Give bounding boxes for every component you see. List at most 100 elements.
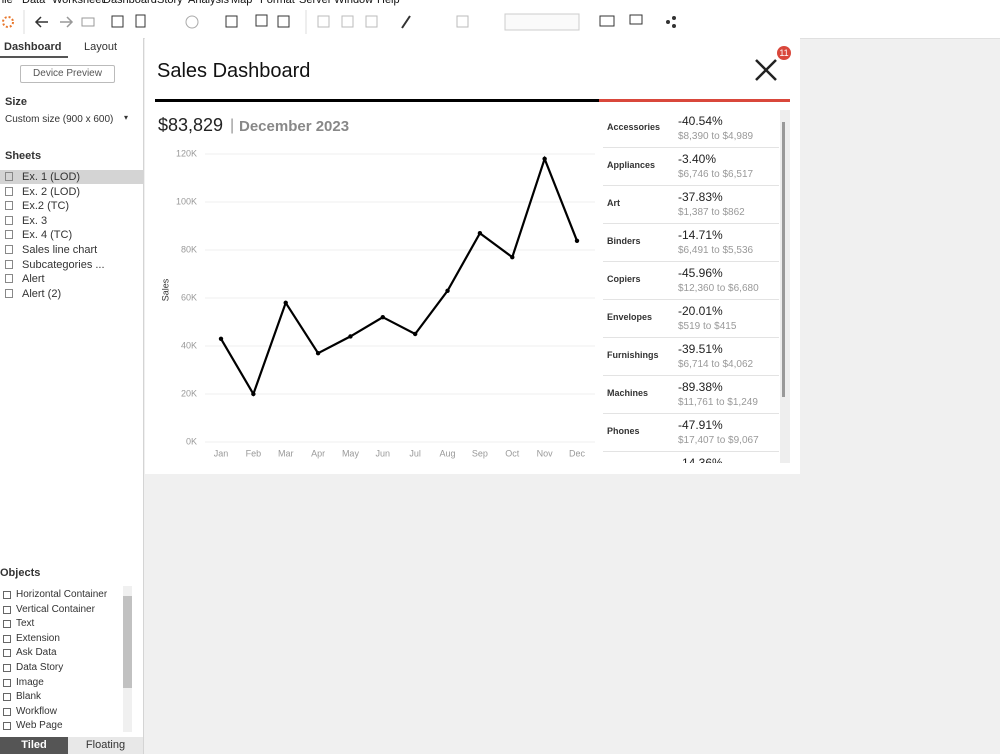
sheet-item[interactable]: Sales line chart [22,244,98,256]
object-item[interactable]: Horizontal Container [16,589,108,600]
category-name: Appliances [607,160,656,170]
device-preview-button[interactable]: Device Preview [20,65,115,83]
size-heading: Size [5,96,28,108]
y-tick-label: 120K [176,148,197,158]
sheet-icon [5,201,13,211]
size-select[interactable]: Custom size (900 x 600) [5,114,114,125]
sheet-item[interactable]: Ex. 3 [22,214,48,227]
sheet-item[interactable]: Ex. 1 (LOD) [22,171,81,183]
sheet-item[interactable]: Subcategories ... [22,258,105,271]
x-tick-label: Jan [214,448,229,458]
menu-item[interactable]: Worksheet [52,0,105,6]
objects-heading: Objects [0,567,41,579]
sheet-icon [5,186,13,196]
x-tick-label: Nov [537,448,554,458]
x-tick-label: Apr [311,448,325,458]
table-row: Binders -14.71% $6,491 to $5,536 [603,224,779,262]
menu-item[interactable]: Help [377,0,400,6]
point [315,351,321,356]
change-range: $6,746 to $6,517 [678,169,754,180]
menu-item[interactable]: Dashboard [103,0,157,6]
y-axis-title: Sales [160,278,170,301]
category-name: Phones [607,426,640,436]
object-item[interactable]: Ask Data [16,647,57,659]
table-row: Phones -47.91% $17,407 to $9,067 [603,414,779,452]
table-row: Appliances -3.40% $6,746 to $6,517 [603,148,779,186]
dashboard: Sales Dashboard 11 $83,829 | December 20… [145,38,800,474]
sheet-icon [5,230,13,240]
object-item[interactable]: Workflow [16,705,57,717]
object-icon [3,693,11,702]
close-icon[interactable]: 11 [745,44,800,86]
change-pct: -14.36% [678,456,723,463]
change-pct: -20.01% [678,304,723,318]
change-pct: -3.40% [678,152,717,166]
object-item[interactable]: Text [16,618,35,630]
sheet-icon [5,215,13,225]
sheet-icon [5,274,13,284]
line-chart: 0K 20K 40K 60K 80K 100K 120K Sales Jan Feb Mar Apr M… [160,148,595,458]
object-icon [3,605,11,614]
object-icon [3,707,11,716]
table-scrollbar[interactable] [780,110,790,463]
tab[interactable]: Layout [84,41,118,53]
divider [155,99,599,102]
sheet-item[interactable]: Ex.2 (TC) [22,200,70,213]
point [445,288,450,293]
change-range: $6,714 to $4,062 [678,359,754,370]
sales-line [220,155,579,397]
sheet-item[interactable]: Ex. 4 (TC) [22,229,73,242]
change-range: $1,387 to $862 [678,207,745,218]
sheet-item[interactable]: Alert (2) [22,287,62,300]
menu-item[interactable]: Window [334,0,374,6]
menu-item[interactable]: Map [231,0,253,6]
menu-item[interactable]: Data [22,0,46,6]
menu-item[interactable]: Server [299,0,332,6]
object-item[interactable]: Blank [16,691,42,703]
y-tick-label: 80K [181,244,197,254]
notification-badge: 11 [779,48,788,58]
menu-item[interactable]: Story [157,0,183,6]
object-item[interactable]: Image [16,676,44,688]
table-row: Machines -89.38% $11,761 to $1,249 [603,376,779,414]
dropdown-arrow: ▾ [124,113,129,122]
change-pct: -89.38% [678,380,723,394]
tiled-button[interactable]: Tiled [0,737,68,754]
category-name: Binders [607,236,641,246]
table-row: Art -37.83% $1,387 to $862 [603,186,779,224]
separator: | [230,117,235,134]
y-tick-label: 60K [181,292,197,302]
sheet-item[interactable]: Alert [22,273,45,286]
floating-button[interactable]: Floating [68,737,143,754]
menu-item[interactable]: Analysis [188,0,229,6]
sheet-icon [5,172,13,181]
object-item[interactable]: Web Page [16,720,63,732]
menu-item[interactable]: File [0,0,13,6]
sheets-heading: Sheets [5,150,42,162]
x-tick-label: Sep [472,448,488,458]
x-tick-label: Oct [505,448,520,458]
x-tick-label: Dec [569,448,586,458]
change-range: $12,360 to $6,680 [678,283,759,294]
point [542,156,547,161]
tab[interactable]: Dashboard [4,41,62,53]
object-icon [3,678,11,687]
x-tick-label: Mar [278,448,294,458]
sheet-item[interactable]: Ex. 2 (LOD) [22,185,81,198]
category-table: Accessories -40.54% $8,390 to $4,989 Applia… [603,110,779,463]
point [283,300,288,305]
toolbar-icons [2,10,676,34]
change-range: $11,761 to $1,249 [678,397,758,408]
change-pct: -37.83% [678,190,723,204]
y-tick-label: 40K [181,340,197,350]
object-item[interactable]: Extension [16,632,60,644]
category-name: Envelopes [607,312,653,322]
object-item[interactable]: Data Story [16,662,64,673]
object-item[interactable]: Vertical Container [16,603,95,615]
table-row: Accessories -40.54% $8,390 to $4,989 [603,110,779,148]
scrollbar[interactable] [123,586,132,732]
object-icon [3,634,11,643]
menu-item[interactable]: Format [260,0,295,6]
sheet-icon [5,288,13,298]
